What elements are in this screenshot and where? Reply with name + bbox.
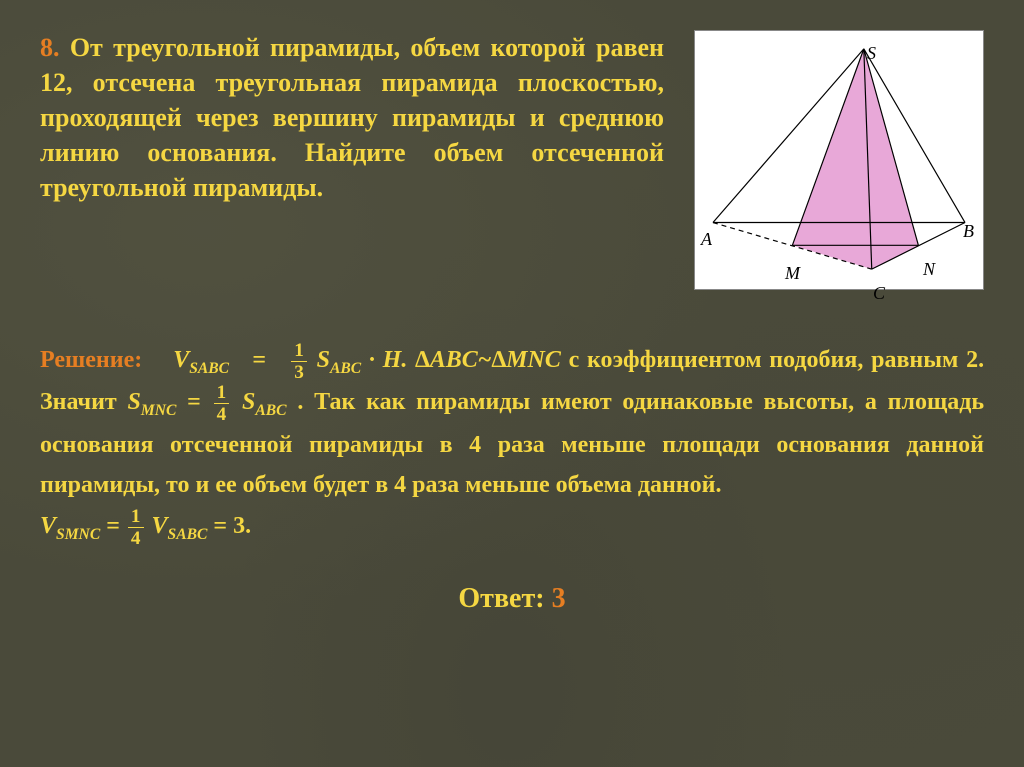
slide: 8. От треугольной пирамиды, объем которо…: [0, 0, 1024, 767]
math: SMNC: [127, 389, 187, 415]
sym: V: [173, 347, 189, 373]
den: 4: [128, 528, 144, 548]
solution-label: Решение:: [40, 347, 142, 373]
solution-block: Решение: VSABC = 1 3 SABC · H. ∆ABC~∆MNC…: [40, 340, 984, 548]
frac-1-4b: 1 4: [128, 507, 144, 548]
sub: MNC: [141, 402, 177, 419]
eq: =: [252, 347, 266, 373]
math: VSMNC: [40, 513, 106, 539]
math: SABC: [317, 347, 369, 373]
eq: =: [187, 389, 201, 415]
math: SABC: [242, 389, 297, 415]
vertex-label-C: C: [873, 283, 885, 304]
math: VSABC: [173, 347, 237, 373]
vertex-label-A: A: [701, 229, 712, 250]
problem-statement: 8. От треугольной пирамиды, объем которо…: [40, 30, 664, 205]
vertex-label-N: N: [923, 259, 935, 280]
frac-1-3: 1 3: [291, 341, 307, 382]
problem-body: От треугольной пирамиды, объем которой р…: [40, 33, 664, 202]
num: 1: [214, 383, 230, 404]
pyramid-svg: [695, 31, 983, 289]
sym: S: [242, 389, 255, 415]
sub: SABC: [168, 526, 208, 543]
frac-1-4: 1 4: [214, 383, 230, 424]
vertex-label-B: B: [963, 221, 974, 242]
sym: V: [152, 513, 168, 539]
vertex-label-M: M: [785, 263, 800, 284]
sub: ABC: [330, 360, 361, 377]
sym: S: [317, 347, 330, 373]
math: VSABC: [152, 513, 214, 539]
pyramid-figure: S A B C M N: [694, 30, 984, 290]
num: 1: [291, 341, 307, 362]
sub: SMNC: [56, 526, 100, 543]
sub: ABC: [255, 402, 286, 419]
sym: S: [127, 389, 140, 415]
result: = 3.: [213, 513, 251, 539]
inner-section: [792, 49, 918, 269]
sym: · H.: [369, 347, 407, 373]
vertex-label-S: S: [867, 43, 876, 64]
top-row: 8. От треугольной пирамиды, объем которо…: [40, 30, 984, 290]
sub: SABC: [189, 360, 229, 377]
num: 1: [128, 507, 144, 528]
answer-line: Ответ: 3: [40, 583, 984, 615]
sym: V: [40, 513, 56, 539]
eq: =: [106, 513, 120, 539]
answer-label: Ответ:: [458, 583, 544, 614]
den: 4: [214, 404, 230, 424]
den: 3: [291, 362, 307, 382]
problem-number: 8.: [40, 33, 60, 62]
answer-value: 3: [552, 583, 566, 614]
sim: ∆ABC~∆MNC: [415, 347, 561, 373]
